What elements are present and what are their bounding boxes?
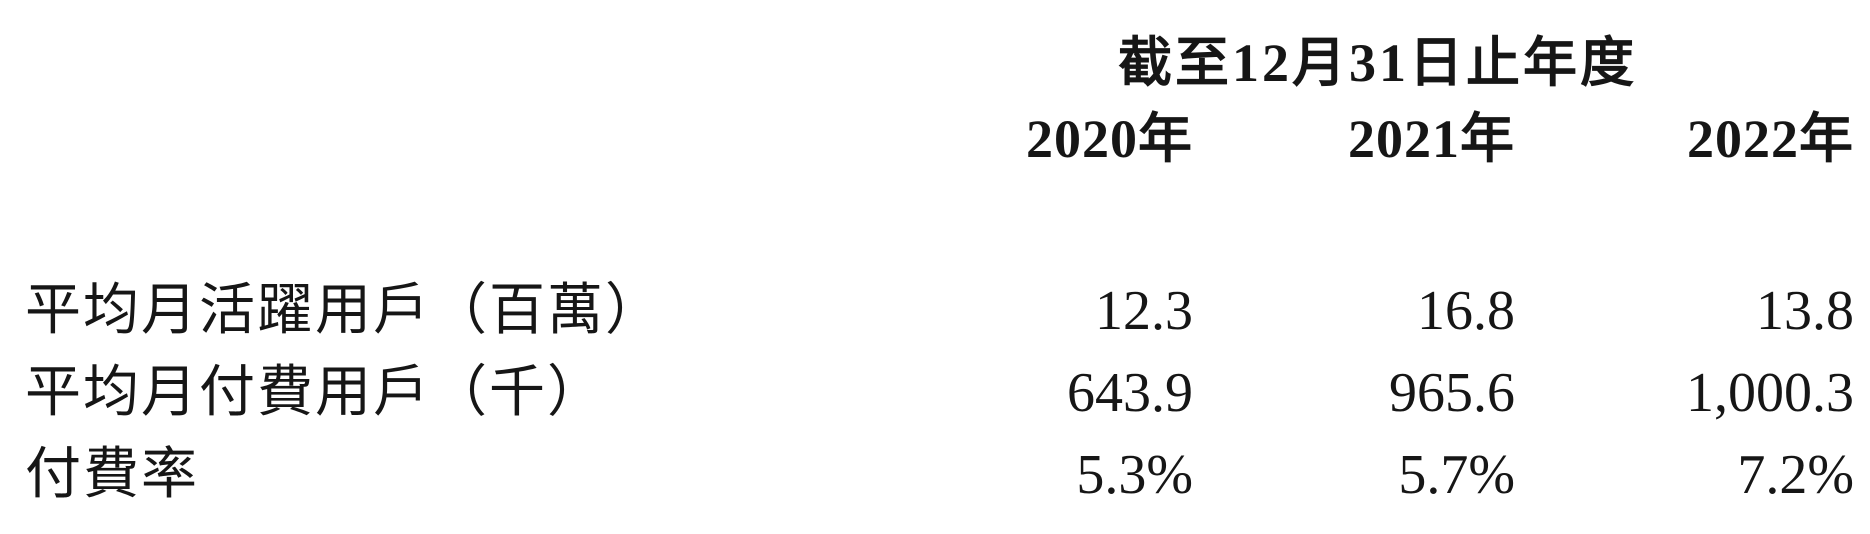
year-header-row: 2020年 2021年 2022年 bbox=[0, 92, 1870, 170]
year-header-2022: 2022年 bbox=[1687, 109, 1854, 169]
cell-mau-2022: 13.8 bbox=[1756, 280, 1854, 342]
cell-mpu-2020: 643.9 bbox=[1067, 362, 1193, 424]
cell-mpu-2021: 965.6 bbox=[1389, 362, 1515, 424]
table-row-paying-ratio: 付費率 5.3% 5.7% 7.2% bbox=[0, 434, 1870, 516]
cell-mau-2020: 12.3 bbox=[1095, 280, 1193, 342]
year-header-2020: 2020年 bbox=[1026, 109, 1193, 169]
period-header: 截至12月31日止年度 bbox=[1118, 33, 1637, 93]
cell-mau-2021: 16.8 bbox=[1417, 280, 1515, 342]
row-label-monthly-active-users: 平均月活躍用戶（百萬） bbox=[25, 280, 663, 342]
year-header-2021: 2021年 bbox=[1348, 109, 1515, 169]
table-row-monthly-active-users: 平均月活躍用戶（百萬） 12.3 16.8 13.8 bbox=[0, 270, 1870, 352]
spacer-row bbox=[0, 170, 1870, 270]
empty-corner-cell bbox=[0, 0, 885, 92]
row-label-monthly-paying-users: 平均月付費用戶（千） bbox=[25, 362, 605, 424]
period-header-row: 截至12月31日止年度 bbox=[0, 0, 1870, 92]
empty-label-header-cell bbox=[0, 92, 885, 170]
cell-ratio-2021: 5.7% bbox=[1398, 444, 1515, 506]
cell-ratio-2022: 7.2% bbox=[1737, 444, 1854, 506]
user-metrics-table: 截至12月31日止年度 2020年 2021年 2022年 平均月活躍用戶（百萬… bbox=[0, 0, 1870, 516]
table-row-monthly-paying-users: 平均月付費用戶（千） 643.9 965.6 1,000.3 bbox=[0, 352, 1870, 434]
cell-ratio-2020: 5.3% bbox=[1076, 444, 1193, 506]
row-label-paying-ratio: 付費率 bbox=[25, 444, 199, 506]
cell-mpu-2022: 1,000.3 bbox=[1686, 362, 1854, 424]
